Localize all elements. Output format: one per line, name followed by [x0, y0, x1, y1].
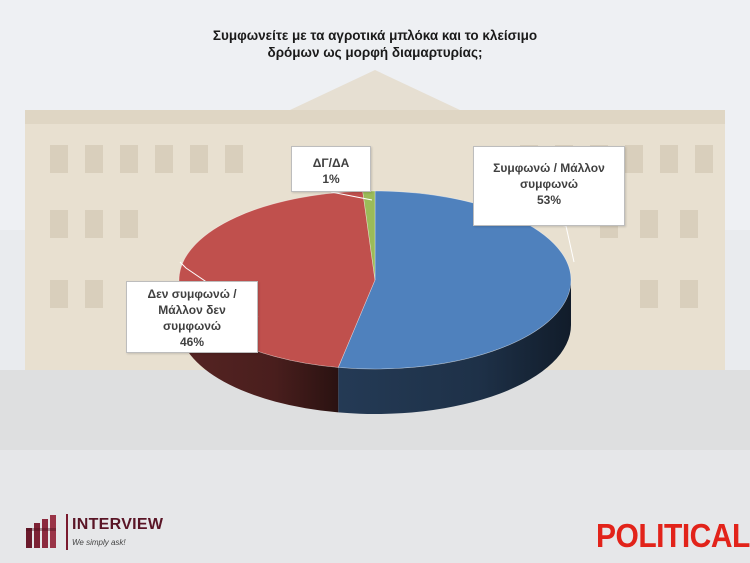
disagree-callout: Δεν συμφωνώ / Μάλλον δεν συμφωνώ 46% [126, 281, 258, 353]
disagree-callout-line-1: Δεν συμφωνώ / [147, 287, 237, 301]
disagree-callout-line-2: Μάλλον δεν [158, 303, 226, 317]
pie-slice-0 [337, 190, 572, 370]
political-logo: POLITICAL [596, 518, 750, 555]
chart-title-line-1: Συμφωνείτε με τα αγροτικά μπλόκα και το … [212, 28, 538, 43]
agree-callout-line-1: Συμφωνώ / Μάλλον [493, 161, 605, 175]
disagree-callout-line-3: συμφωνώ [162, 319, 222, 333]
interview-name: INTERVIEW [72, 516, 164, 533]
pie-side-0 [338, 280, 571, 414]
chart-title-line-2: δρόμων ως μορφή διαμαρτυρίας; [267, 45, 483, 60]
disagree-callout-line-4: 46% [179, 335, 205, 349]
dk-callout: ΔΓ/ΔΑ 1% [291, 146, 371, 192]
leader-dk [330, 191, 373, 201]
interview-bars-icon [26, 515, 56, 548]
dk-callout-line-1: ΔΓ/ΔΑ [312, 156, 350, 170]
agree-callout-line-2: συμφωνώ [519, 177, 579, 191]
interview-logo: INTERVIEW We simply ask! [24, 512, 194, 552]
dk-callout-line-2: 1% [322, 172, 340, 186]
agree-callout-line-3: 53% [536, 193, 562, 207]
chart-title: Συμφωνείτε με τα αγροτικά μπλόκα και το … [150, 27, 600, 61]
agree-callout: Συμφωνώ / Μάλλον συμφωνώ 53% [473, 146, 625, 226]
interview-logo-divider [66, 514, 68, 550]
pie-side-1 [179, 280, 339, 413]
interview-tagline: We simply ask! [72, 538, 126, 547]
